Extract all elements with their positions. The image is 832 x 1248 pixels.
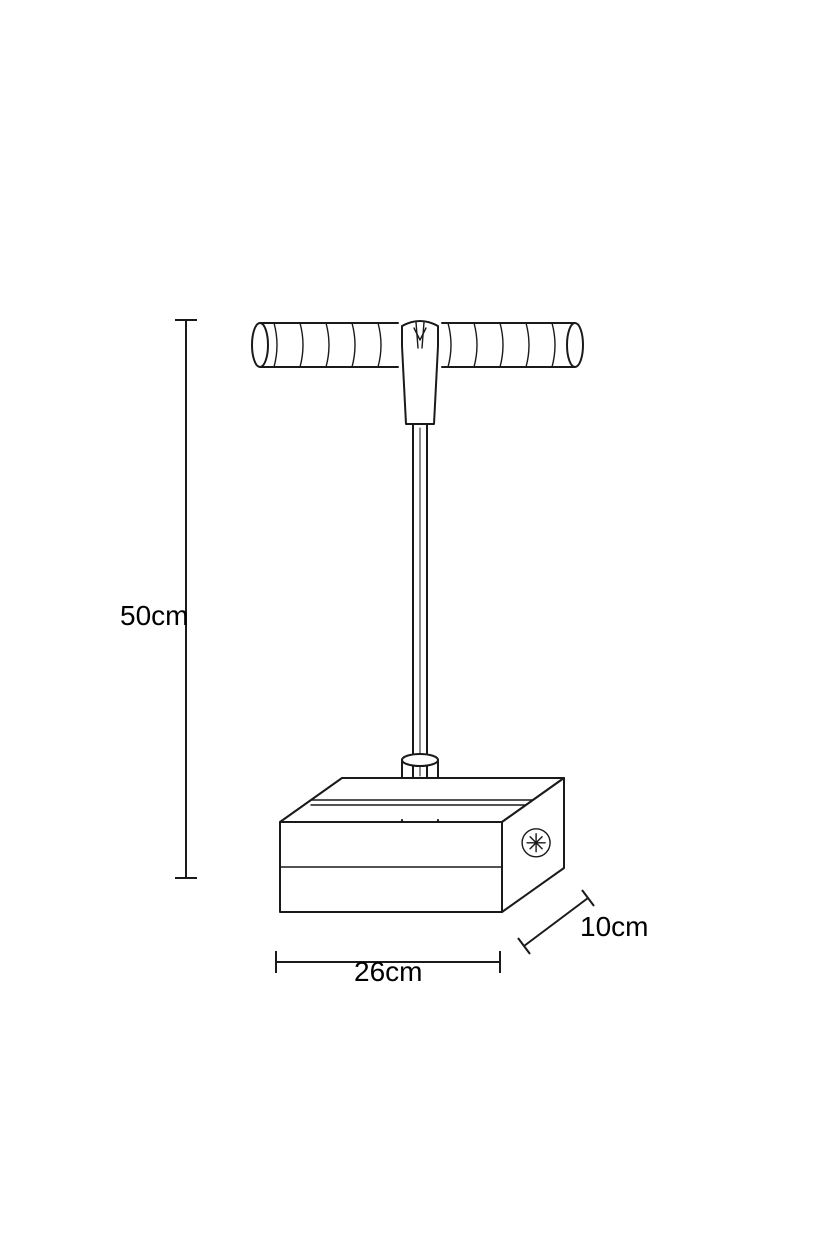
- depth-dimension-label: 10cm: [580, 911, 648, 943]
- width-dimension-label: 26cm: [354, 956, 422, 988]
- diagram-canvas: 50cm 26cm 10cm: [0, 0, 832, 1248]
- height-dimension-label: 50cm: [120, 600, 188, 632]
